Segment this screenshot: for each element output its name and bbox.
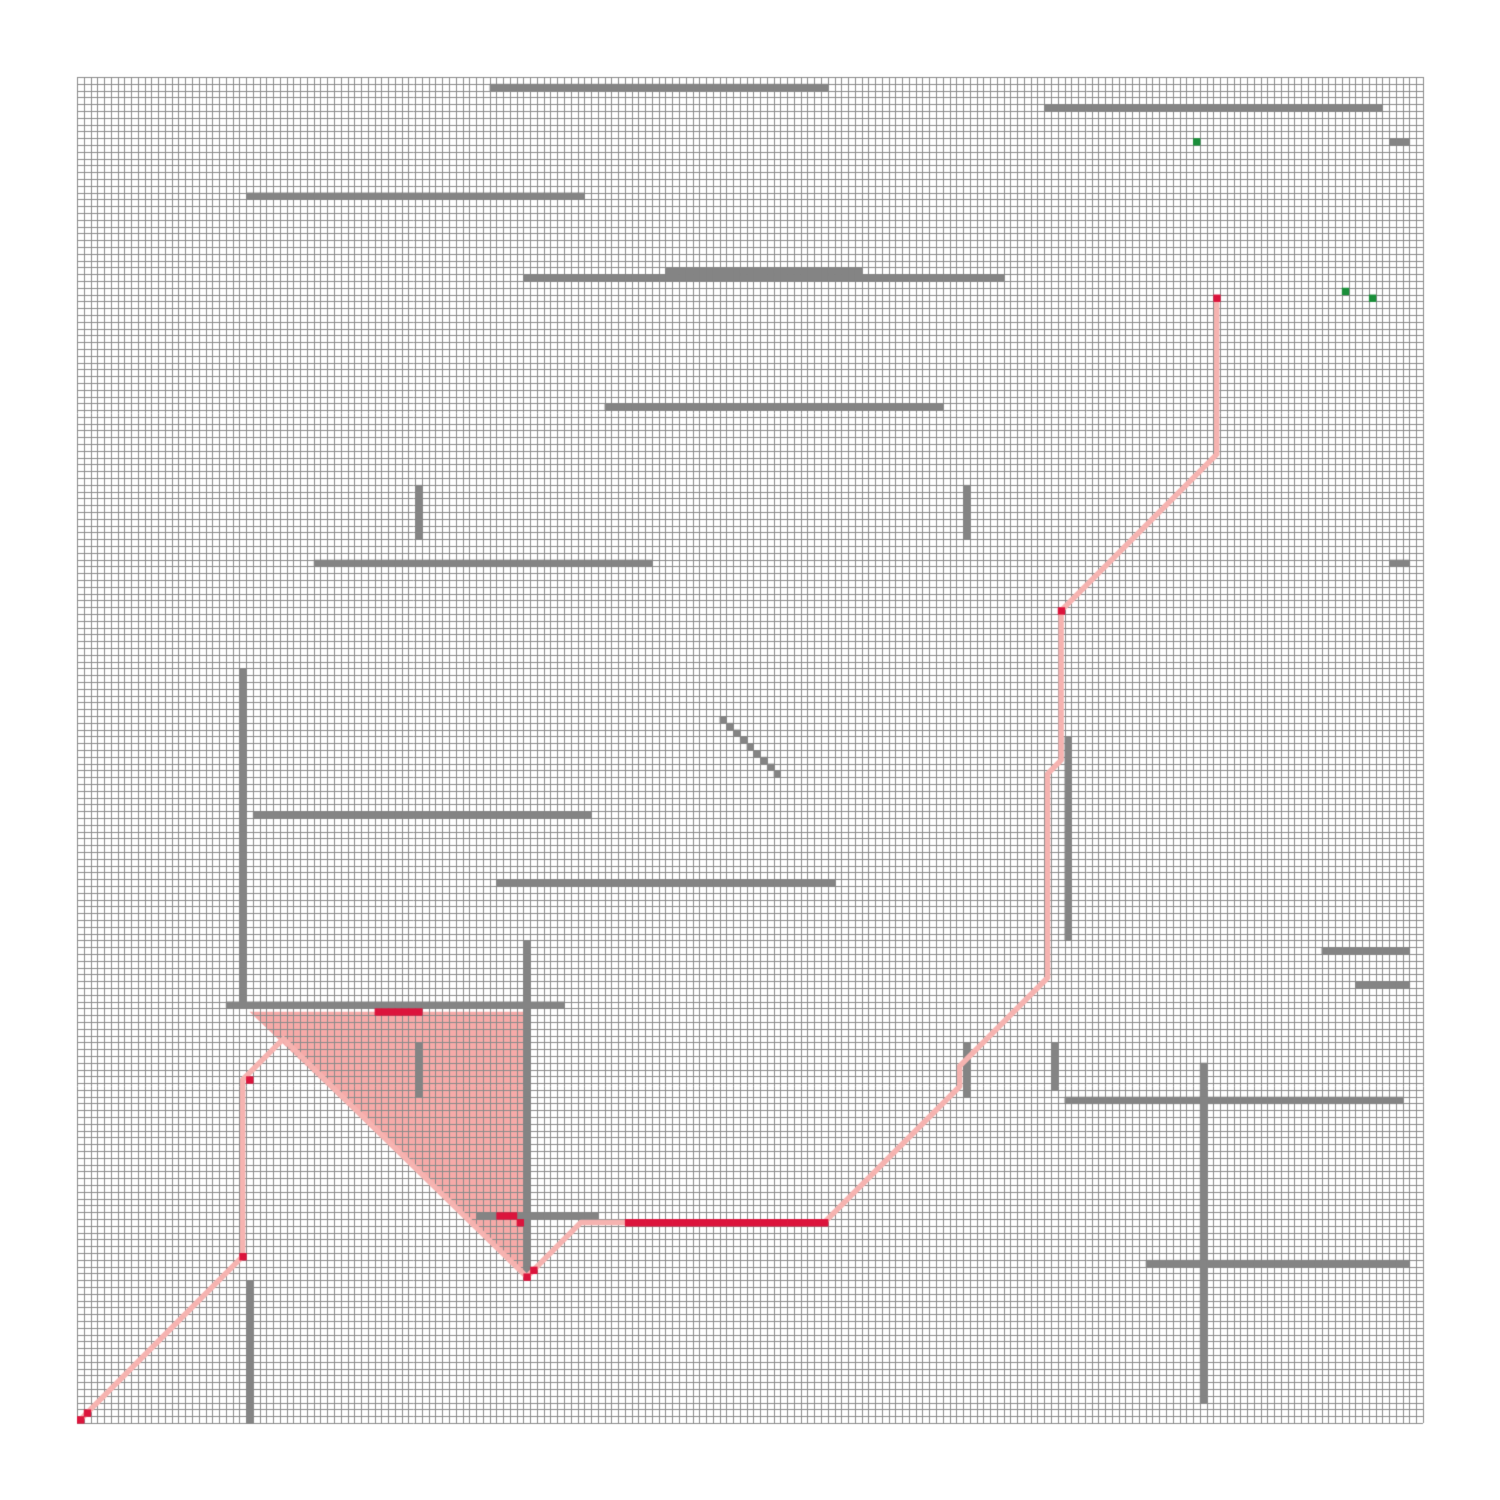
occupancy-grid-canvas <box>0 0 1500 1500</box>
grid-map <box>0 0 1500 1500</box>
